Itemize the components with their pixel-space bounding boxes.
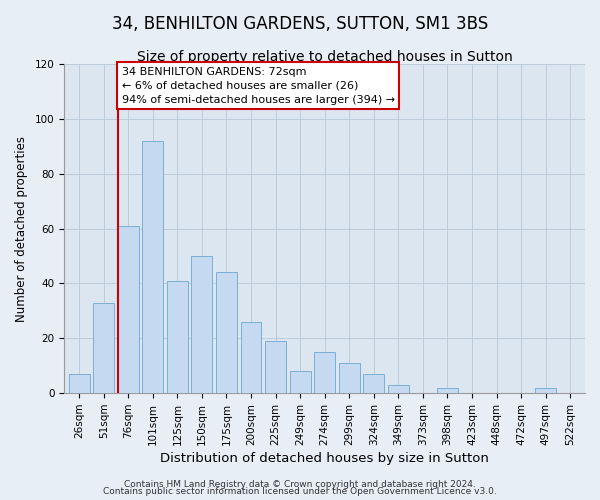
Bar: [69, 374, 89, 393]
Bar: [216, 272, 237, 393]
Text: Contains public sector information licensed under the Open Government Licence v3: Contains public sector information licen…: [103, 488, 497, 496]
Bar: [142, 141, 163, 393]
Bar: [167, 280, 188, 393]
X-axis label: Distribution of detached houses by size in Sutton: Distribution of detached houses by size …: [160, 452, 489, 465]
Bar: [265, 341, 286, 393]
Bar: [314, 352, 335, 393]
Title: Size of property relative to detached houses in Sutton: Size of property relative to detached ho…: [137, 50, 512, 64]
Bar: [191, 256, 212, 393]
Bar: [364, 374, 384, 393]
Bar: [118, 226, 139, 393]
Bar: [535, 388, 556, 393]
Bar: [290, 372, 311, 393]
Bar: [241, 322, 262, 393]
Bar: [437, 388, 458, 393]
Text: 34, BENHILTON GARDENS, SUTTON, SM1 3BS: 34, BENHILTON GARDENS, SUTTON, SM1 3BS: [112, 15, 488, 33]
Bar: [339, 363, 360, 393]
Bar: [388, 385, 409, 393]
Text: 34 BENHILTON GARDENS: 72sqm
← 6% of detached houses are smaller (26)
94% of semi: 34 BENHILTON GARDENS: 72sqm ← 6% of deta…: [122, 66, 395, 104]
Y-axis label: Number of detached properties: Number of detached properties: [15, 136, 28, 322]
Text: Contains HM Land Registry data © Crown copyright and database right 2024.: Contains HM Land Registry data © Crown c…: [124, 480, 476, 489]
Bar: [93, 302, 114, 393]
